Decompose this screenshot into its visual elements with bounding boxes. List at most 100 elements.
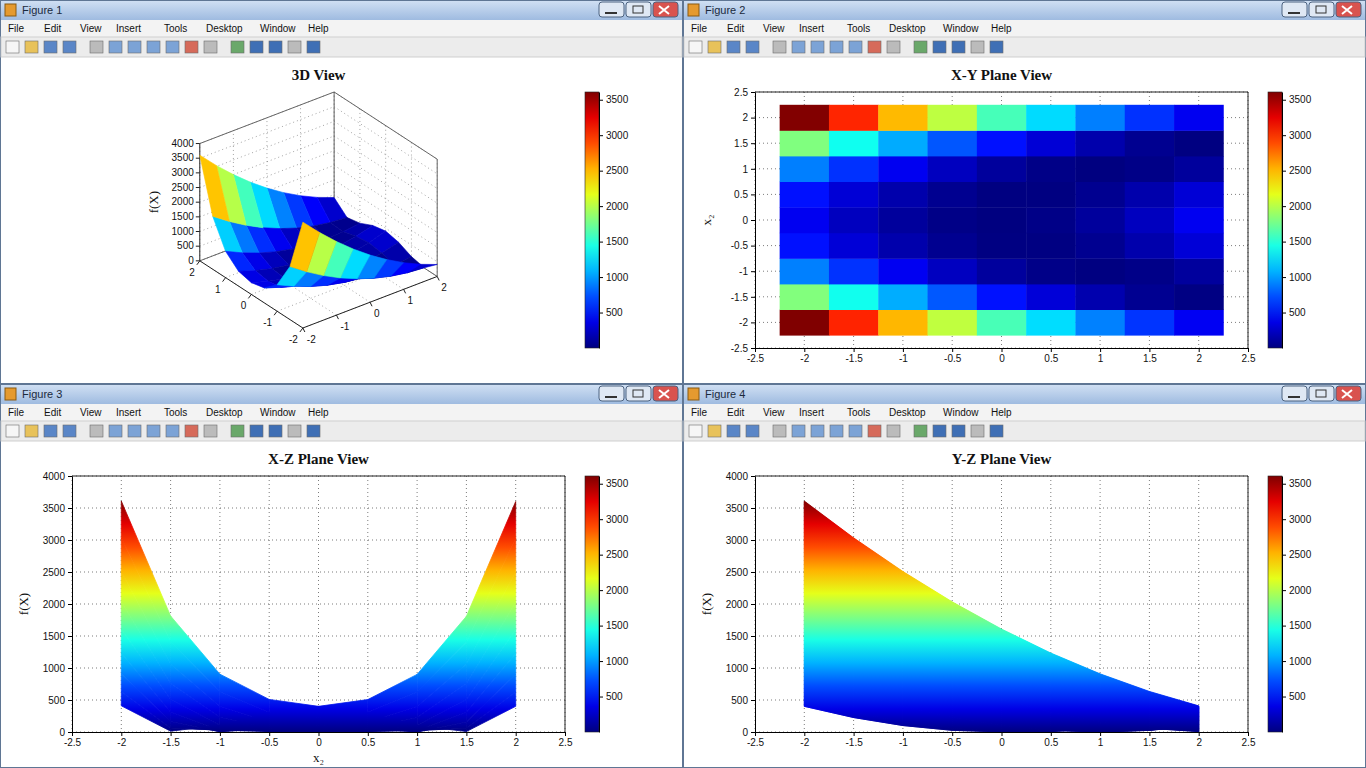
close-button[interactable]	[653, 2, 678, 17]
toolbar-button[interactable]	[231, 425, 244, 437]
toolbar-button[interactable]	[830, 41, 843, 53]
toolbar-button[interactable]	[185, 425, 198, 437]
toolbar-button[interactable]	[849, 41, 862, 53]
toolbar-button[interactable]	[914, 41, 927, 53]
toolbar-button[interactable]	[952, 425, 965, 437]
toolbar-button[interactable]	[811, 41, 824, 53]
toolbar-button[interactable]	[44, 41, 57, 53]
toolbar-button[interactable]	[952, 41, 965, 53]
menu-item[interactable]: Window	[943, 407, 979, 418]
toolbar-button[interactable]	[868, 41, 881, 53]
menu-item[interactable]: Window	[260, 23, 296, 34]
toolbar-button[interactable]	[269, 41, 282, 53]
toolbar-button[interactable]	[689, 41, 702, 53]
toolbar-button[interactable]	[849, 425, 862, 437]
toolbar-button[interactable]	[708, 41, 721, 53]
toolbar-button[interactable]	[128, 41, 141, 53]
toolbar-button[interactable]	[166, 41, 179, 53]
toolbar-button[interactable]	[689, 425, 702, 437]
toolbar-button[interactable]	[147, 425, 160, 437]
toolbar-button[interactable]	[746, 425, 759, 437]
toolbar-button[interactable]	[933, 425, 946, 437]
menu-item[interactable]: File	[691, 407, 708, 418]
menu-item[interactable]: Insert	[116, 23, 141, 34]
menu-item[interactable]: View	[80, 407, 102, 418]
minimize-button[interactable]	[599, 2, 624, 17]
menu-item[interactable]: File	[8, 407, 25, 418]
toolbar-button[interactable]	[746, 41, 759, 53]
menu-item[interactable]: File	[691, 23, 708, 34]
toolbar-button[interactable]	[90, 41, 103, 53]
toolbar-button[interactable]	[128, 425, 141, 437]
minimize-button[interactable]	[1282, 2, 1307, 17]
toolbar-button[interactable]	[90, 425, 103, 437]
toolbar-button[interactable]	[990, 425, 1003, 437]
toolbar-button[interactable]	[231, 41, 244, 53]
toolbar-button[interactable]	[269, 425, 282, 437]
menu-item[interactable]: View	[763, 23, 785, 34]
toolbar-button[interactable]	[914, 425, 927, 437]
toolbar-button[interactable]	[792, 425, 805, 437]
toolbar-button[interactable]	[773, 41, 786, 53]
toolbar-button[interactable]	[792, 41, 805, 53]
toolbar-button[interactable]	[307, 425, 320, 437]
toolbar-button[interactable]	[727, 425, 740, 437]
menu-item[interactable]: Help	[308, 23, 329, 34]
toolbar-button[interactable]	[887, 41, 900, 53]
toolbar-button[interactable]	[868, 425, 881, 437]
toolbar-button[interactable]	[990, 41, 1003, 53]
menu-item[interactable]: View	[80, 23, 102, 34]
menu-item[interactable]: Desktop	[206, 23, 243, 34]
menu-item[interactable]: File	[8, 23, 25, 34]
menu-item[interactable]: Desktop	[889, 23, 926, 34]
menu-item[interactable]: Edit	[727, 23, 744, 34]
menu-item[interactable]: Window	[260, 407, 296, 418]
toolbar-button[interactable]	[25, 41, 38, 53]
toolbar-button[interactable]	[887, 425, 900, 437]
toolbar-button[interactable]	[204, 425, 217, 437]
toolbar-button[interactable]	[773, 425, 786, 437]
menu-item[interactable]: Insert	[116, 407, 141, 418]
toolbar-button[interactable]	[288, 425, 301, 437]
menu-item[interactable]: Edit	[727, 407, 744, 418]
toolbar-button[interactable]	[971, 425, 984, 437]
toolbar-button[interactable]	[185, 41, 198, 53]
toolbar-button[interactable]	[44, 425, 57, 437]
menu-item[interactable]: Help	[308, 407, 329, 418]
menu-item[interactable]: Tools	[164, 23, 187, 34]
menu-item[interactable]: Tools	[164, 407, 187, 418]
toolbar-button[interactable]	[830, 425, 843, 437]
toolbar-button[interactable]	[6, 41, 19, 53]
toolbar-button[interactable]	[63, 425, 76, 437]
toolbar-button[interactable]	[109, 41, 122, 53]
close-button[interactable]	[1336, 2, 1361, 17]
menu-item[interactable]: Edit	[44, 407, 61, 418]
menu-item[interactable]: Tools	[847, 23, 870, 34]
toolbar-button[interactable]	[25, 425, 38, 437]
menu-item[interactable]: Desktop	[889, 407, 926, 418]
menu-item[interactable]: Window	[943, 23, 979, 34]
menu-item[interactable]: Insert	[799, 23, 824, 34]
toolbar-button[interactable]	[933, 41, 946, 53]
toolbar-button[interactable]	[166, 425, 179, 437]
minimize-button[interactable]	[1282, 386, 1307, 401]
toolbar-button[interactable]	[250, 41, 263, 53]
toolbar-button[interactable]	[708, 425, 721, 437]
menu-item[interactable]: Insert	[799, 407, 824, 418]
toolbar-button[interactable]	[971, 41, 984, 53]
toolbar-button[interactable]	[288, 41, 301, 53]
maximize-button[interactable]	[1309, 386, 1334, 401]
minimize-button[interactable]	[599, 386, 624, 401]
menu-item[interactable]: Help	[991, 23, 1012, 34]
menu-item[interactable]: Edit	[44, 23, 61, 34]
menu-item[interactable]: Help	[991, 407, 1012, 418]
toolbar-button[interactable]	[63, 41, 76, 53]
toolbar-button[interactable]	[204, 41, 217, 53]
menu-item[interactable]: Desktop	[206, 407, 243, 418]
menu-item[interactable]: View	[763, 407, 785, 418]
toolbar-button[interactable]	[147, 41, 160, 53]
close-button[interactable]	[653, 386, 678, 401]
toolbar-button[interactable]	[109, 425, 122, 437]
close-button[interactable]	[1336, 386, 1361, 401]
toolbar-button[interactable]	[811, 425, 824, 437]
